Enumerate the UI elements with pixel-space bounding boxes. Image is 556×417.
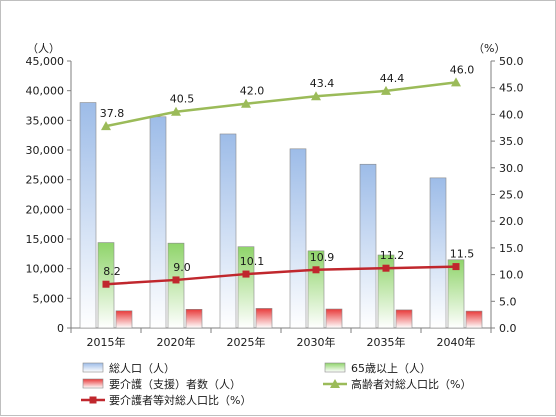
bar-series-3 (465, 310, 483, 329)
bar-series-3 (325, 308, 343, 329)
right-tick-label: 20.0 (499, 215, 524, 228)
bar-series-1 (289, 148, 307, 329)
data-label-1: 43.4 (310, 77, 335, 90)
lines: 37.8 40.5 42.0 43.4 44.4 46.0 8.2 9.0 10.1 10.9 11… (100, 63, 475, 288)
legend-label: 65歳以上（人） (351, 362, 431, 375)
left-tick-label: 30,000 (26, 144, 65, 157)
bars (79, 102, 483, 329)
right-tick-label: 25.0 (499, 189, 524, 202)
right-tick-label: 40.0 (499, 108, 524, 121)
legend-marker (330, 379, 340, 388)
left-tick-label: 25,000 (26, 174, 65, 187)
data-label-2: 10.9 (310, 251, 335, 264)
right-tick-label: 15.0 (499, 242, 524, 255)
right-tick-label: 45.0 (499, 82, 524, 95)
right-tick-label: 5.0 (499, 295, 517, 308)
x-tick-label: 2025年 (227, 335, 266, 349)
left-tick-label: 20,000 (26, 203, 65, 216)
legend-swatch (82, 362, 104, 373)
legend: 総人口（人） 65歳以上（人） 要介護（支援）者数（人） 高齢者対総人口比（%） 要介護… (81, 361, 471, 407)
data-label-2: 11.2 (380, 249, 405, 262)
line-marker-2 (172, 276, 180, 284)
right-axis-unit: （%） (473, 42, 505, 55)
data-label-1: 46.0 (450, 63, 475, 76)
bar-series-1 (149, 116, 167, 329)
line-marker-1 (451, 77, 461, 87)
line-marker-1 (241, 98, 251, 108)
line-marker-1 (171, 106, 181, 116)
line-series-1 (105, 81, 457, 128)
left-tick-label: 40,000 (26, 85, 65, 98)
bar-series-3 (185, 309, 203, 329)
legend-marker (89, 396, 97, 404)
left-tick-labels: 0 5,000 10,000 15,000 20,000 25,000 30,000 35,0… (26, 55, 71, 335)
right-tick-label: 50.0 (499, 55, 524, 68)
data-label-2: 9.0 (173, 261, 191, 274)
x-tick-label: 2040年 (437, 335, 476, 349)
line-marker-2 (102, 280, 110, 288)
right-tick-labels: 0.0 5.0 10.0 15.0 20.0 25.0 30.0 35.0 40.0 45.0 50… (491, 55, 524, 335)
x-tick-label: 2035年 (367, 335, 406, 349)
data-label-2: 11.5 (450, 248, 475, 261)
line-marker-2 (242, 270, 250, 278)
legend-swatch (324, 362, 346, 373)
data-label-2: 10.1 (240, 255, 265, 268)
left-tick-label: 0 (57, 322, 64, 335)
legend-swatch (82, 378, 104, 389)
data-label-1: 40.5 (170, 93, 195, 106)
left-tick-label: 35,000 (26, 114, 65, 127)
left-tick-label: 45,000 (26, 55, 65, 68)
left-tick-label: 10,000 (26, 263, 65, 276)
left-axis-unit: （人） (27, 42, 60, 55)
bar-series-1 (79, 102, 97, 329)
bar-series-2 (377, 254, 395, 329)
left-tick-label: 5,000 (33, 292, 65, 305)
data-label-2: 8.2 (103, 265, 121, 278)
right-tick-label: 30.0 (499, 162, 524, 175)
right-tick-label: 0.0 (499, 322, 517, 335)
bar-series-1 (359, 163, 377, 329)
legend-label: 要介護者等対総人口比（%） (109, 393, 251, 407)
right-tick-label: 35.0 (499, 135, 524, 148)
line-marker-2 (382, 264, 390, 272)
line-marker-1 (311, 91, 321, 101)
data-label-1: 44.4 (380, 72, 405, 85)
bar-series-1 (429, 177, 447, 329)
bar-series-3 (115, 310, 133, 329)
line-marker-1 (381, 85, 391, 95)
bar-series-1 (219, 133, 237, 329)
bar-series-3 (395, 309, 413, 329)
bar-series-2 (237, 246, 255, 329)
left-tick-label: 15,000 (26, 233, 65, 246)
data-label-1: 42.0 (240, 85, 265, 98)
legend-label: 要介護（支援）者数（人） (109, 377, 241, 391)
x-tick-label: 2030年 (297, 335, 336, 349)
line-marker-2 (312, 266, 320, 274)
right-tick-label: 10.0 (499, 269, 524, 282)
bar-series-3 (255, 308, 273, 329)
x-tick-label: 2020年 (157, 335, 196, 349)
data-label-1: 37.8 (100, 107, 125, 120)
bar-series-2 (447, 259, 465, 329)
line-marker-1 (101, 121, 111, 131)
legend-label: 総人口（人） (109, 361, 175, 375)
line-marker-2 (452, 263, 460, 271)
x-tick-label: 2015年 (87, 335, 126, 349)
line-series-2 (105, 265, 457, 286)
bar-series-2 (167, 242, 185, 329)
legend-label: 高齢者対総人口比（%） (351, 377, 471, 391)
x-tick-labels: 2015年 2020年 2025年 2030年 2035年 2040年 (70, 328, 492, 349)
